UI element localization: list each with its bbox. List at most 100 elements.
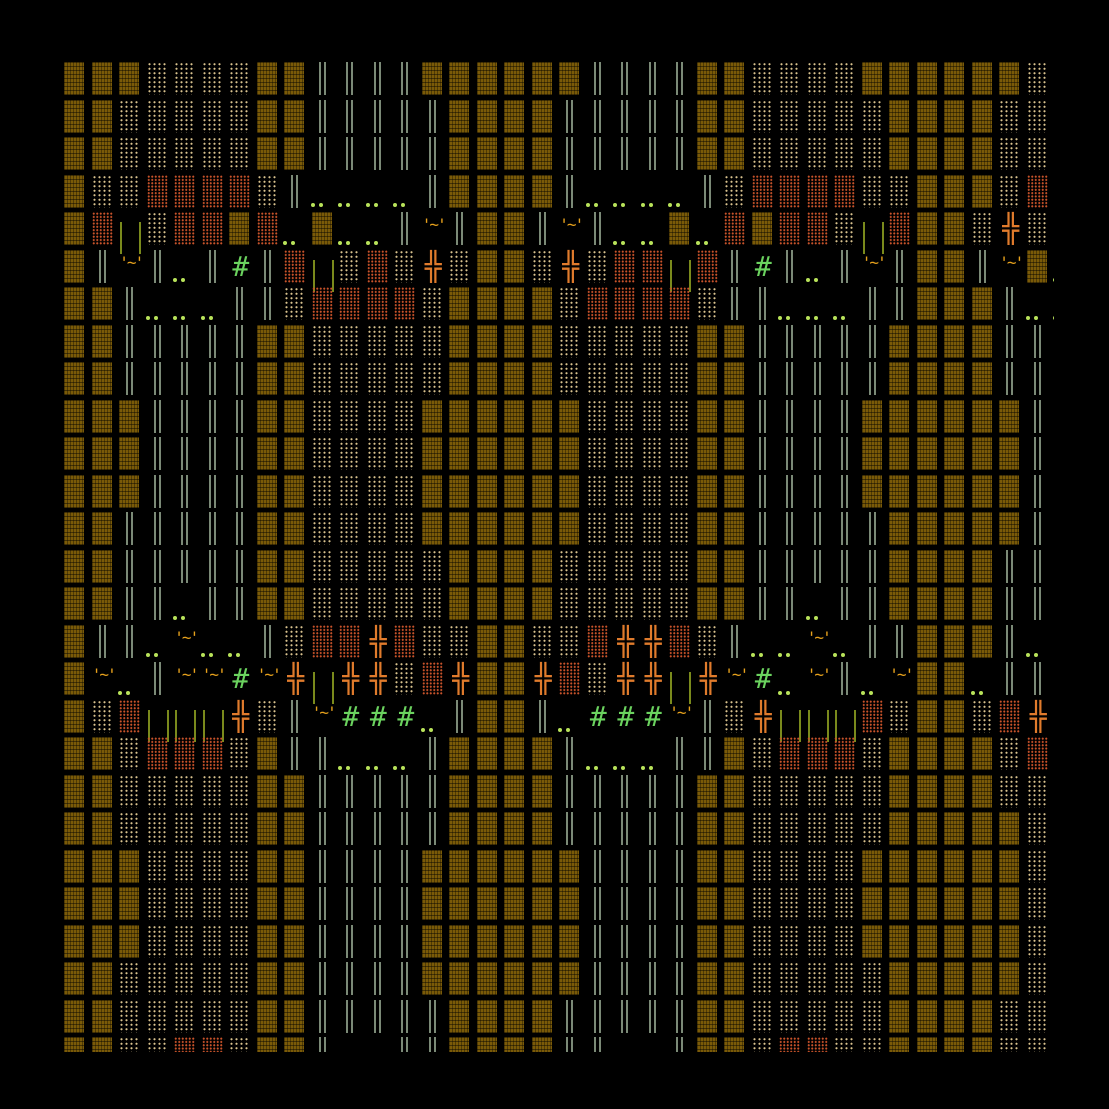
sand-floor-tile-tile xyxy=(997,98,1025,136)
sand-floor-tile-tile xyxy=(392,473,420,511)
red-ore-tile-tile xyxy=(337,623,365,661)
orange-cross-glyph: ╬ xyxy=(452,662,470,695)
brown-rock-block-tile xyxy=(502,285,530,323)
brown-rock-block-tile xyxy=(282,398,310,436)
map-row xyxy=(62,810,1054,848)
brown-rock-block-tile xyxy=(970,735,998,773)
olive-channel-tile xyxy=(172,698,200,741)
sand-floor-tile-tile xyxy=(365,360,393,398)
sand-floor-tile-tile xyxy=(447,623,475,661)
sand-floor-tile-tile xyxy=(832,135,860,173)
red-ore-tile-tile xyxy=(1052,735,1054,773)
brown-rock-block-tile xyxy=(695,998,723,1036)
bridge-tilde-icon: '~' xyxy=(310,698,338,736)
stone-wall-double-bar-tile xyxy=(997,660,1025,698)
bridge-tilde-glyph: '~' xyxy=(559,215,584,234)
red-ore-tile-tile xyxy=(777,735,805,773)
brown-rock-block-tile xyxy=(475,623,503,661)
brown-rock-block-tile xyxy=(997,960,1025,998)
floor-dots-tile xyxy=(612,735,640,773)
brown-rock-block-tile xyxy=(722,435,750,473)
sand-floor-tile-tile xyxy=(420,585,448,623)
floor-dots-tile xyxy=(805,248,833,286)
game-map[interactable]: '~''~'╬'~'#╬╬#'~''~''~'╬╬╬'~''~''~''~''~… xyxy=(62,60,1054,1052)
sand-floor-tile-tile xyxy=(420,285,448,323)
stone-wall-double-bar-tile xyxy=(117,285,145,323)
brown-rock-block-tile xyxy=(502,585,530,623)
brown-rock-block-tile xyxy=(475,173,503,211)
brown-rock-block-tile xyxy=(915,773,943,811)
brown-rock-block-tile xyxy=(447,735,475,773)
stone-wall-double-bar-tile xyxy=(145,660,173,698)
brown-rock-block-tile xyxy=(722,1035,750,1052)
sand-floor-tile-tile xyxy=(970,210,998,248)
sand-floor-tile-tile xyxy=(860,810,888,848)
brown-rock-block-tile xyxy=(475,923,503,961)
stone-wall-double-bar-tile xyxy=(860,360,888,398)
brown-rock-block-tile xyxy=(117,923,145,961)
brown-rock-block-tile xyxy=(915,248,943,286)
brown-rock-block-tile xyxy=(530,360,558,398)
orange-cross-icon: ╬ xyxy=(530,660,558,698)
brown-rock-block-tile xyxy=(62,360,90,398)
sand-floor-tile-tile xyxy=(750,735,778,773)
stone-wall-double-bar-tile xyxy=(392,98,420,136)
map-row xyxy=(62,135,1054,173)
red-ore-tile-tile xyxy=(255,210,283,248)
brown-rock-block-tile xyxy=(970,960,998,998)
sand-floor-tile-tile xyxy=(447,248,475,286)
brown-rock-block-tile xyxy=(475,323,503,361)
stone-wall-double-bar-tile xyxy=(310,960,338,998)
sand-floor-tile-tile xyxy=(310,510,338,548)
sand-floor-tile-tile xyxy=(145,885,173,923)
red-ore-tile-tile xyxy=(392,285,420,323)
stone-wall-double-bar-tile xyxy=(1025,510,1053,548)
sand-floor-tile-tile xyxy=(612,398,640,436)
olive-channel-tile xyxy=(117,210,145,254)
sand-floor-tile-tile xyxy=(667,435,695,473)
sand-floor-tile-tile xyxy=(612,323,640,361)
brown-rock-block-tile xyxy=(860,848,888,886)
stone-wall-double-bar-tile xyxy=(997,548,1025,586)
sand-floor-tile-tile xyxy=(997,173,1025,211)
brown-rock-block-tile xyxy=(695,885,723,923)
brown-rock-block-tile xyxy=(255,923,283,961)
stone-wall-double-bar-tile xyxy=(227,360,255,398)
brown-rock-block-tile xyxy=(915,398,943,436)
bridge-tilde-glyph: '~' xyxy=(174,665,199,684)
stone-wall-double-bar-tile xyxy=(530,210,558,248)
sand-floor-tile-tile xyxy=(310,548,338,586)
stone-wall-double-bar-tile xyxy=(1025,398,1053,436)
brown-rock-block-tile xyxy=(447,323,475,361)
brown-rock-block-tile xyxy=(860,885,888,923)
stone-wall-double-bar-tile xyxy=(310,98,338,136)
stone-wall-double-bar-tile xyxy=(200,473,228,511)
brown-rock-block-tile xyxy=(942,548,970,586)
stone-wall-double-bar-tile xyxy=(860,585,888,623)
stone-wall-double-bar-tile xyxy=(667,773,695,811)
stone-wall-double-bar-tile xyxy=(667,98,695,136)
brown-rock-block-tile xyxy=(997,810,1025,848)
stone-wall-double-bar-tile xyxy=(172,473,200,511)
orange-cross-icon: ╬ xyxy=(612,623,640,661)
bridge-tilde-icon: '~' xyxy=(860,248,888,286)
floor-dots-tile xyxy=(612,210,640,248)
brown-rock-block-tile xyxy=(62,1035,90,1052)
brown-rock-block-tile xyxy=(887,60,915,98)
brown-rock-block-tile xyxy=(502,510,530,548)
brown-rock-block-tile xyxy=(502,623,530,661)
brown-rock-block-tile xyxy=(420,960,448,998)
stone-wall-double-bar-tile xyxy=(585,60,613,98)
empty-tile xyxy=(1052,510,1054,548)
brown-rock-block-tile xyxy=(1025,248,1053,286)
sand-floor-tile-tile xyxy=(805,885,833,923)
red-ore-tile-tile xyxy=(145,173,173,211)
brown-rock-block-tile xyxy=(255,473,283,511)
stone-wall-double-bar-tile xyxy=(612,885,640,923)
floor-dots-tile xyxy=(777,285,805,323)
stone-wall-double-bar-tile xyxy=(420,135,448,173)
brown-rock-block-tile xyxy=(722,510,750,548)
brown-rock-block-tile xyxy=(530,548,558,586)
floor-dots-tile xyxy=(365,173,393,211)
stone-wall-double-bar-tile xyxy=(612,135,640,173)
